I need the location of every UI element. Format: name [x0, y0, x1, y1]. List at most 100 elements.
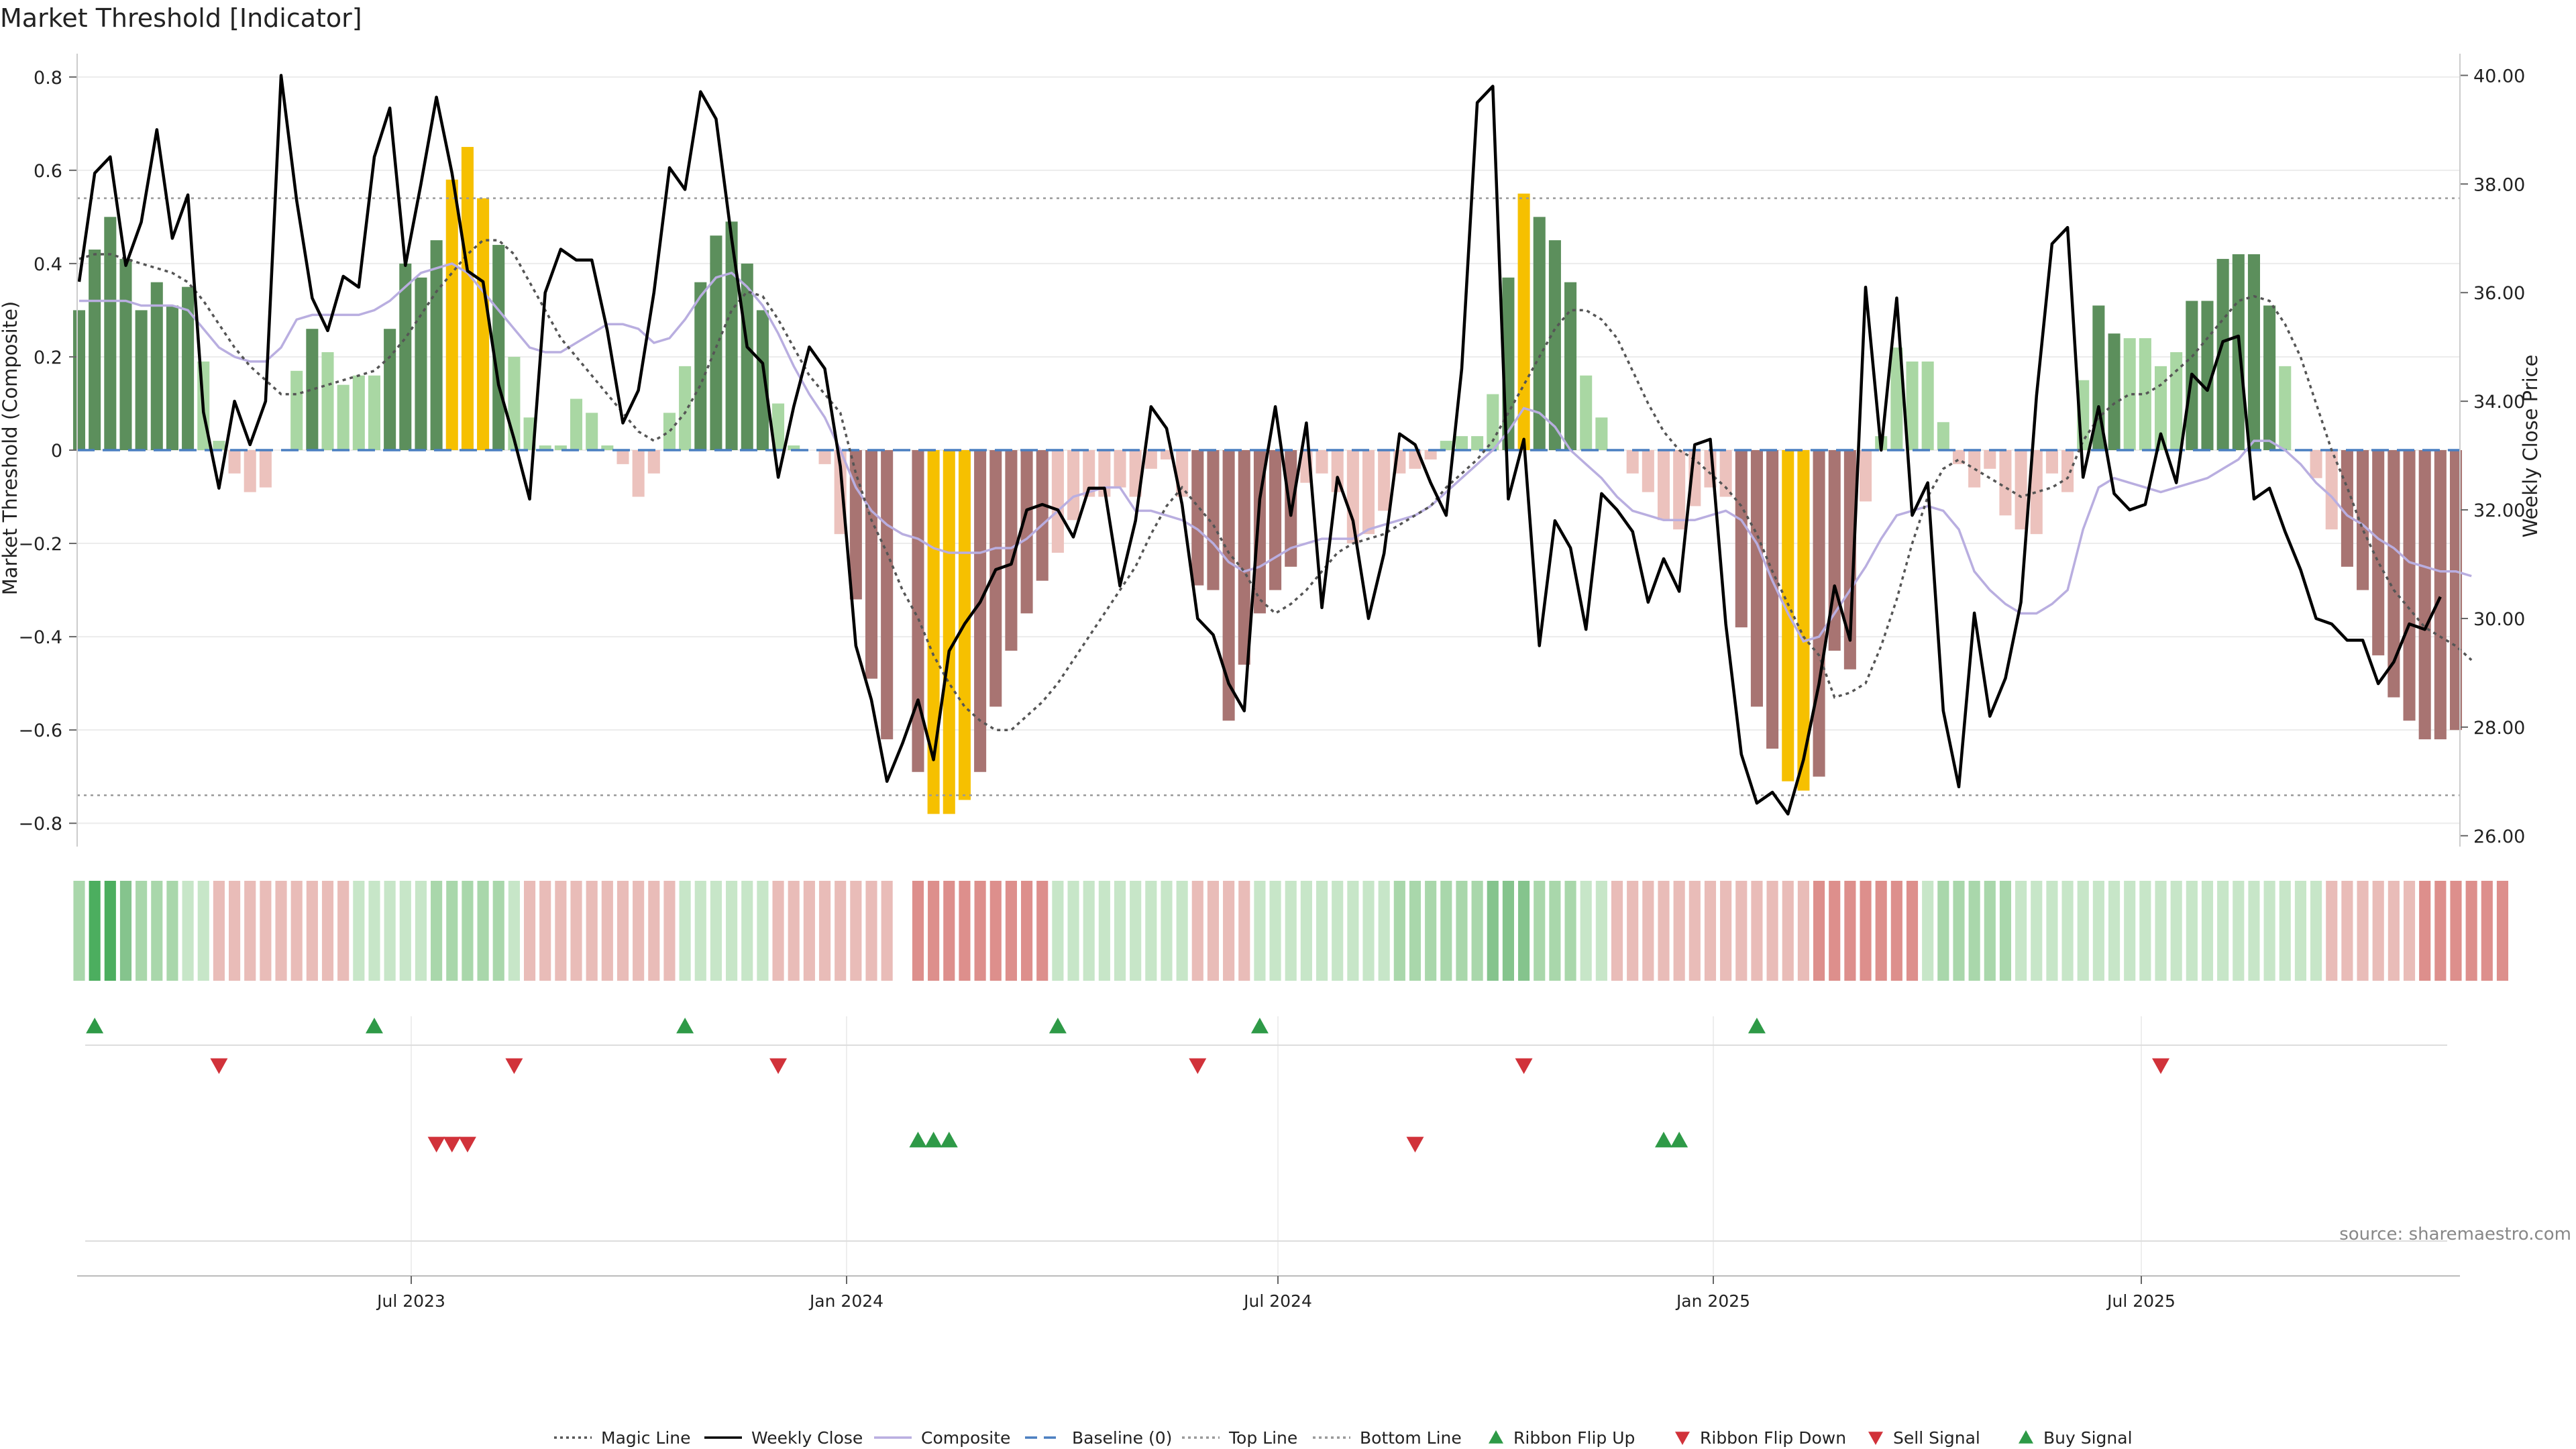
- legend-label: Bottom Line: [1360, 1428, 1462, 1448]
- sell-signal-marker: [427, 1136, 445, 1152]
- composite-bar: [2247, 254, 2260, 450]
- weekly-close-line: [77, 74, 2442, 816]
- composite-bar: [1238, 450, 1250, 665]
- composite-bar: [290, 370, 303, 450]
- legend-label: Top Line: [1228, 1428, 1297, 1448]
- ribbon-cell: [2233, 881, 2245, 981]
- ribbon-cell: [1300, 881, 1312, 981]
- ribbon-cell: [1720, 881, 1732, 981]
- composite-bar: [1020, 450, 1033, 614]
- ribbon-cell: [477, 881, 489, 981]
- composite-bar: [1642, 450, 1654, 492]
- composite-bar: [788, 445, 800, 450]
- composite-bar: [352, 375, 365, 450]
- ribbon-flip-up-marker: [1748, 1018, 1766, 1034]
- composite-bar: [1595, 417, 1608, 450]
- composite-bar: [2123, 338, 2136, 450]
- ribbon-cell: [1316, 881, 1328, 981]
- composite-bar: [927, 450, 940, 814]
- composite-bar: [337, 384, 350, 450]
- composite-bar: [445, 179, 458, 450]
- ribbon-flip-up-marker: [1250, 1018, 1269, 1034]
- y-tick-label: 0.6: [34, 161, 62, 182]
- composite-bar: [135, 310, 148, 450]
- ribbon-cell: [570, 881, 582, 981]
- ribbon-cell: [1766, 881, 1778, 981]
- ribbon-cell: [136, 881, 148, 981]
- ribbon-cell: [741, 881, 753, 981]
- composite-bar: [2403, 450, 2416, 721]
- ribbon-cell: [1999, 881, 2012, 981]
- ribbon-cell: [726, 881, 738, 981]
- ribbon-cell: [1658, 881, 1670, 981]
- ribbon-cell: [959, 881, 971, 981]
- ribbon-cell: [2092, 881, 2104, 981]
- y-tick-label: −0.8: [18, 814, 62, 835]
- ribbon-cell: [2434, 881, 2447, 981]
- ribbon-cell: [2310, 881, 2322, 981]
- composite-bar: [150, 282, 163, 450]
- composite-bar: [554, 445, 567, 450]
- composite-bar: [2434, 450, 2447, 740]
- ribbon-cell: [2108, 881, 2121, 981]
- ribbon-cell: [1735, 881, 1748, 981]
- composite-bar: [1316, 450, 1328, 474]
- legend-marker: [1868, 1432, 1883, 1445]
- legend-label: Weekly Close: [751, 1428, 863, 1448]
- y-tick-label: 0.2: [34, 347, 62, 368]
- x-tick-label: Jul 2024: [1242, 1291, 1312, 1311]
- ribbon-cell: [1968, 881, 1980, 981]
- ribbon-cell: [1875, 881, 1887, 981]
- ribbon-cell: [275, 881, 287, 981]
- ribbon-cell: [1611, 881, 1623, 981]
- ribbon-cell: [1378, 881, 1390, 981]
- composite-bar: [2325, 450, 2338, 530]
- legend-label: Baseline (0): [1072, 1428, 1172, 1448]
- ribbon-cell: [1362, 881, 1375, 981]
- composite-bar: [881, 450, 894, 740]
- ribbon-cell: [1456, 881, 1468, 981]
- composite-bar: [1222, 450, 1235, 721]
- ribbon-cell: [1906, 881, 1919, 981]
- ribbon-cell: [1145, 881, 1157, 981]
- composite-bars: [72, 147, 2463, 814]
- composite-bar: [368, 375, 381, 450]
- y2-tick-label: 38.00: [2473, 174, 2525, 195]
- composite-bar: [1735, 450, 1748, 628]
- legend-item: Ribbon Flip Down: [1675, 1428, 1846, 1448]
- y-tick-label: −0.4: [18, 627, 62, 648]
- composite-bar: [1626, 450, 1639, 474]
- composite-bar: [2061, 450, 2074, 492]
- ribbon-cell: [2419, 881, 2431, 981]
- ribbon-cell: [1937, 881, 1949, 981]
- composite-bar: [1067, 450, 1080, 521]
- ribbon-cell: [1518, 881, 1530, 981]
- buy-signal-marker: [1655, 1132, 1672, 1148]
- magic-line: [78, 239, 2473, 731]
- ribbon-cell: [772, 881, 784, 981]
- time-gridlines: [411, 1016, 2142, 1275]
- chart-title: Market Threshold [Indicator]: [0, 3, 362, 33]
- ribbon-cell: [1953, 881, 1965, 981]
- composite-bar: [182, 286, 195, 450]
- composite-bar: [1657, 450, 1670, 521]
- ribbon-cell: [2139, 881, 2151, 981]
- composite-bar: [756, 310, 769, 450]
- ribbon-cell: [1502, 881, 1514, 981]
- ribbon-cell: [290, 881, 303, 981]
- ribbon-cell: [1580, 881, 1592, 981]
- composite-bar: [1378, 450, 1391, 511]
- ribbon-cell: [1425, 881, 1437, 981]
- legend-item: Magic Line: [554, 1428, 691, 1448]
- composite-bar: [1564, 282, 1577, 450]
- sell-signal-marker: [443, 1136, 461, 1152]
- composite-bar: [849, 450, 862, 600]
- composite-bar: [461, 147, 474, 450]
- ribbon-flip-up-marker: [86, 1018, 104, 1034]
- ribbon-cell: [1595, 881, 1607, 981]
- composite-bar: [912, 450, 924, 772]
- ribbon-cell: [2201, 881, 2214, 981]
- ribbon-cell: [1440, 881, 1452, 981]
- ribbon-cell: [1471, 881, 1483, 981]
- ribbon-cell: [2077, 881, 2089, 981]
